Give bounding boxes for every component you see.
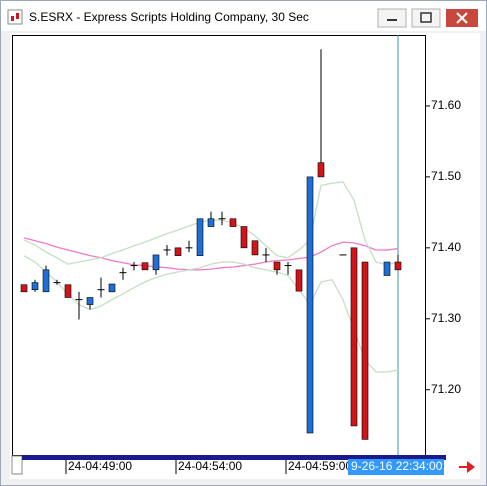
candle-body [207,218,215,227]
candle-body [383,261,391,276]
candle-body [31,282,39,290]
candle-body [251,240,259,256]
candle-body [295,269,303,292]
candle-body [108,283,116,293]
x-tick-label: 24-04:59:00 [288,459,352,473]
candle-body [196,218,204,256]
maximize-icon [420,12,432,23]
maximize-button[interactable] [411,8,441,28]
app-icon-bar [11,16,14,21]
candle-body [394,261,402,271]
candle-body [86,297,94,305]
indicator-line [23,255,399,373]
indicator-line [23,237,399,271]
candle-body [141,262,149,271]
minimize-button[interactable] [377,8,407,28]
window-title: S.ESRX - Express Scripts Holding Company… [29,10,309,24]
y-tick-label: 71.20 [431,382,461,396]
candle-body [273,261,281,271]
candle-body [20,284,28,293]
y-tick-label: 71.40 [431,240,461,254]
app-icon-bar [16,13,19,19]
candle-body [306,176,314,434]
scroll-bar[interactable] [22,455,446,460]
candle-body [240,226,248,249]
candle-body [361,261,369,440]
plot: 71.60 71.50 71.40 71.30 71.20 24-04:49:00 24-0… [20,35,461,475]
x-tick-label: 24-04:49:00 [68,459,132,473]
cursor-label-bg [348,459,444,475]
scroll-right-arrow[interactable] [459,461,475,473]
candle-body [317,162,325,178]
y-tick-label: 71.50 [431,169,461,183]
y-tick-label: 71.60 [431,98,461,112]
close-icon [456,12,468,24]
y-tick-label: 71.30 [431,311,461,325]
x-tick-label: 24-04:54:00 [178,459,242,473]
candle-body [174,247,182,256]
app-icon [7,9,23,25]
candle-body [229,218,237,227]
scroll-handle[interactable] [11,455,23,475]
candle-body [42,269,50,293]
candle-body [64,284,72,298]
candle-body [350,247,358,427]
cursor-label: 9-26-16 22:34:00 [351,459,443,473]
candle-body [152,254,160,271]
